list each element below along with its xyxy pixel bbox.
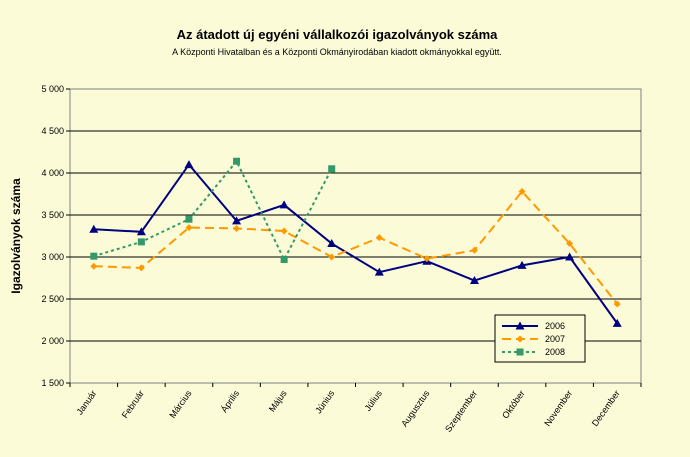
legend-label-2006: 2006 (545, 321, 565, 331)
data-point-2006 (517, 260, 527, 269)
series-line-2007 (93, 189, 618, 305)
y-tick-label: 5 000 (41, 84, 64, 94)
data-point-2006 (279, 200, 289, 209)
y-tick-label: 3 000 (41, 252, 64, 262)
series-2008 (90, 157, 336, 264)
y-tick-label: 4 000 (41, 168, 64, 178)
data-point-2007 (233, 224, 241, 232)
data-point-2007 (518, 187, 526, 195)
chart-subtitle: A Központi Hivatalban és a Központi Okmá… (172, 47, 502, 57)
data-point-2008 (280, 256, 288, 264)
data-point-2008 (90, 252, 98, 260)
legend: 2006 2007 2008 (494, 314, 586, 363)
x-tick-label: Január (74, 388, 98, 416)
x-tick-label: December (590, 388, 622, 428)
data-point-2007 (470, 246, 478, 254)
data-point-2007 (423, 255, 431, 263)
y-tick-label: 3 500 (41, 210, 64, 220)
data-point-2007 (90, 262, 98, 270)
series-line-2006 (93, 162, 619, 324)
y-axis-label: Igazolványok száma (9, 178, 23, 294)
x-tick-label: November (542, 388, 574, 428)
x-tick-label: Március (167, 388, 194, 420)
x-axis-ticks: Január Február Március Április Május Június Jú… (69, 383, 642, 434)
legend-marker-2007 (516, 335, 524, 343)
data-point-2006 (232, 216, 242, 225)
series-layer (89, 157, 622, 327)
data-point-2008 (185, 215, 193, 223)
legend-label-2008: 2008 (545, 347, 565, 357)
data-point-2008 (137, 238, 145, 246)
x-tick-label: Február (120, 388, 146, 420)
x-tick-label: Október (500, 388, 527, 420)
data-point-2007 (137, 264, 145, 272)
y-tick-label: 2 500 (41, 294, 64, 304)
series-2006 (89, 160, 622, 327)
data-point-2006 (612, 318, 622, 327)
data-point-2007 (613, 300, 621, 308)
data-point-2006 (184, 160, 194, 169)
y-axis-ticks: 1 500 2 000 2 500 3 000 3 500 4 000 4 500 5 000 (41, 84, 70, 388)
data-point-2007 (328, 253, 336, 261)
y-tick-label: 2 000 (41, 336, 64, 346)
legend-label-2007: 2007 (545, 334, 565, 344)
series-2007 (90, 187, 621, 308)
series-line-2008 (93, 159, 333, 262)
y-tick-label: 1 500 (41, 378, 64, 388)
x-tick-label: Július (363, 388, 385, 413)
x-tick-label: Szeptember (443, 388, 479, 433)
y-tick-label: 4 500 (41, 126, 64, 136)
data-point-2006 (136, 227, 146, 236)
data-point-2007 (375, 234, 383, 242)
chart-title: Az átadott új egyéni vállalkozói igazolv… (177, 27, 499, 42)
data-point-2006 (327, 239, 337, 248)
x-tick-label: Június (313, 388, 336, 415)
x-tick-label: Május (267, 388, 289, 414)
legend-marker-2006 (515, 321, 525, 330)
x-tick-label: Április (219, 388, 242, 414)
legend-marker-2008 (516, 348, 524, 356)
data-point-2007 (280, 227, 288, 235)
data-point-2008 (233, 157, 241, 165)
data-point-2006 (469, 276, 479, 285)
data-point-2008 (328, 165, 336, 173)
data-point-2007 (185, 224, 193, 232)
data-point-2006 (89, 224, 99, 233)
data-point-2006 (565, 252, 575, 261)
data-point-2006 (374, 267, 384, 276)
data-point-2007 (566, 240, 574, 248)
x-tick-label: Augusztus (399, 388, 432, 429)
